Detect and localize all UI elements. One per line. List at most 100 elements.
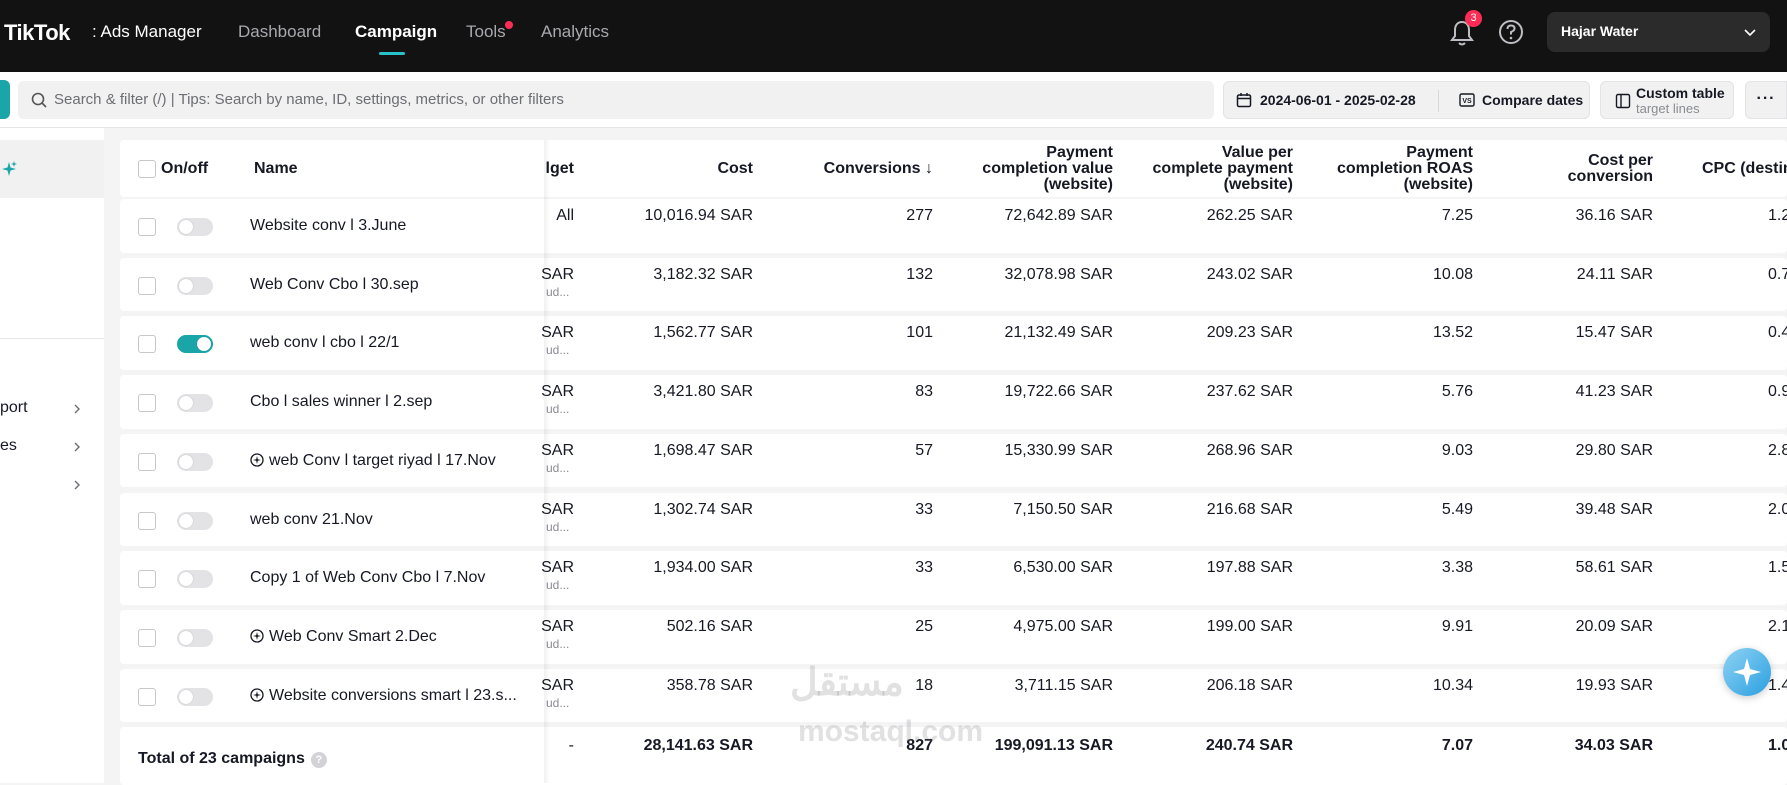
search-placeholder: Search & filter (/) | Tips: Search by na… [54,91,564,108]
question-icon[interactable]: ? [310,752,327,769]
campaign-name-link[interactable]: Cbo l sales winner l 2.sep [250,393,432,411]
sidebar-item-report[interactable]: port [0,399,28,416]
campaign-toggle[interactable] [177,394,213,413]
select-all-checkbox[interactable] [138,160,156,178]
total-value-per-cell: 240.74 SAR [1205,737,1293,755]
table-row[interactable] [120,609,1787,664]
left-panel-selected-item[interactable] [0,140,104,198]
row-checkbox[interactable] [138,452,156,471]
campaign-name: Web Conv Smart 2.Dec [269,627,437,645]
campaign-name-link[interactable]: Website conv l 3.June [250,217,406,235]
campaign-name-link[interactable]: web Conv l target riyad l 17.Nov [250,452,496,470]
campaign-toggle[interactable] [177,452,213,471]
top-navigation-bar: TikTok : Ads Manager Dashboard Campaign … [0,0,1787,72]
row-checkbox[interactable] [138,335,156,354]
campaign-toggle[interactable] [177,511,213,530]
budget-sub-cell: ud... [546,578,570,593]
campaign-toggle[interactable] [177,218,213,236]
conversions-cell: 57 [915,441,933,459]
chevron-right-icon[interactable] [72,404,82,414]
cost-per-conversion-header[interactable]: conversion [1567,168,1653,185]
campaign-toggle[interactable] [177,570,213,589]
toolbar-divider [1438,90,1439,112]
payment-completion-value-header[interactable]: Payment [1046,144,1113,161]
payment-roas-header[interactable]: (website) [1403,176,1473,193]
custom-table-button[interactable]: Custom table target lines [1600,81,1734,119]
total-campaigns-label: Total of 23 campaigns? [138,750,327,769]
payment-completion-value-header[interactable]: completion value [982,160,1113,177]
campaign-name: Copy 1 of Web Conv Cbo l 7.Nov [250,569,486,587]
campaign-toggle[interactable] [177,276,213,295]
cost-column-header[interactable]: Cost [717,160,753,177]
table-row[interactable] [120,492,1787,547]
chevron-right-icon[interactable] [72,442,82,452]
cost-cell: 1,934.00 SAR [653,559,753,577]
total-cost-per-cell: 34.03 SAR [1574,737,1653,755]
value-per-cell: 216.68 SAR [1206,500,1293,518]
row-checkbox[interactable] [138,511,156,530]
value-per-payment-header[interactable]: Value per [1221,144,1293,161]
table-row[interactable] [120,551,1787,605]
onoff-column-header[interactable]: On/off [161,160,209,177]
campaign-name: Website conv l 3.June [250,217,407,234]
cpc-column-header[interactable]: CPC (destin [1702,160,1787,177]
campaign-name-link[interactable]: web conv l cbo l 22/1 [250,334,399,352]
table-row[interactable] [120,257,1787,312]
conversions-cell: 33 [915,500,933,518]
compare-dates-button[interactable]: Compare dates [1482,92,1584,108]
tiktok-logo[interactable]: TikTok [4,20,70,45]
conversions-column-header[interactable]: Conversions ↓ [823,160,933,177]
budget-column-header[interactable]: lget [545,160,574,177]
table-row[interactable] [120,316,1787,371]
cost-per-conversion-header[interactable]: Cost per [1588,152,1653,169]
more-options-button[interactable]: ··· [1745,81,1787,119]
campaign-toggle[interactable] [177,628,213,647]
campaign-name-link[interactable]: Copy 1 of Web Conv Cbo l 7.Nov [250,569,485,587]
create-button[interactable] [0,80,10,119]
payment-roas-header[interactable]: completion ROAS [1336,160,1473,177]
nav-campaign[interactable]: Campaign [355,22,438,41]
row-checkbox[interactable] [138,218,156,236]
table-row[interactable] [120,668,1787,723]
chevron-right-icon[interactable] [72,480,82,490]
value-per-cell: 243.02 SAR [1206,265,1293,283]
row-checkbox[interactable] [138,276,156,295]
nav-analytics[interactable]: Analytics [541,22,610,41]
value-per-payment-header[interactable]: complete payment [1152,160,1293,177]
table-row[interactable] [120,433,1787,488]
search-filter-input[interactable]: Search & filter (/) | Tips: Search by na… [18,81,1214,119]
account-switcher[interactable]: Hajar Water [1547,12,1770,52]
campaign-name-link[interactable]: Web Conv Cbo l 30.sep [250,276,419,294]
budget-sub-cell: ud... [546,402,570,417]
campaign-name-link[interactable]: Website conversions smart l 23.s... [250,687,517,705]
payment-roas-header[interactable]: Payment [1406,144,1473,161]
cpc-cell: 0.4 [1768,324,1787,342]
campaign-name-link[interactable]: Web Conv Smart 2.Dec [250,628,437,646]
total-label-text: Total of 23 campaigns [138,750,305,768]
row-checkbox[interactable] [138,628,156,647]
campaign-name-link[interactable]: web conv 21.Nov [250,511,373,529]
value-per-cell: 262.25 SAR [1206,207,1293,224]
payment-value-cell: 19,722.66 SAR [1004,383,1113,401]
date-range-picker[interactable]: 2024-06-01 - 2025-02-28 VS Compare dates [1223,81,1590,119]
assistant-floating-button[interactable] [1723,648,1771,696]
row-checkbox[interactable] [138,570,156,589]
campaign-toggle[interactable] [177,335,213,354]
help-icon[interactable] [1497,18,1525,46]
campaign-toggle[interactable] [177,687,213,706]
roas-cell: 3.38 [1441,559,1473,577]
sidebar-item-rules[interactable]: es [0,437,17,454]
conversions-cell: 25 [915,617,933,635]
value-per-payment-header[interactable]: (website) [1223,176,1293,193]
payment-completion-value-header[interactable]: (website) [1043,176,1113,193]
table-row[interactable] [120,375,1787,429]
cpc-cell: 1.2 [1768,207,1787,224]
nav-tools[interactable]: Tools [466,22,506,41]
name-column-header[interactable]: Name [254,160,298,177]
budget-cell: SAR [541,676,574,694]
table-row[interactable] [120,199,1787,253]
row-checkbox[interactable] [138,394,156,413]
star-assistant-icon [1733,658,1761,686]
nav-dashboard[interactable]: Dashboard [238,22,322,41]
row-checkbox[interactable] [138,687,156,706]
